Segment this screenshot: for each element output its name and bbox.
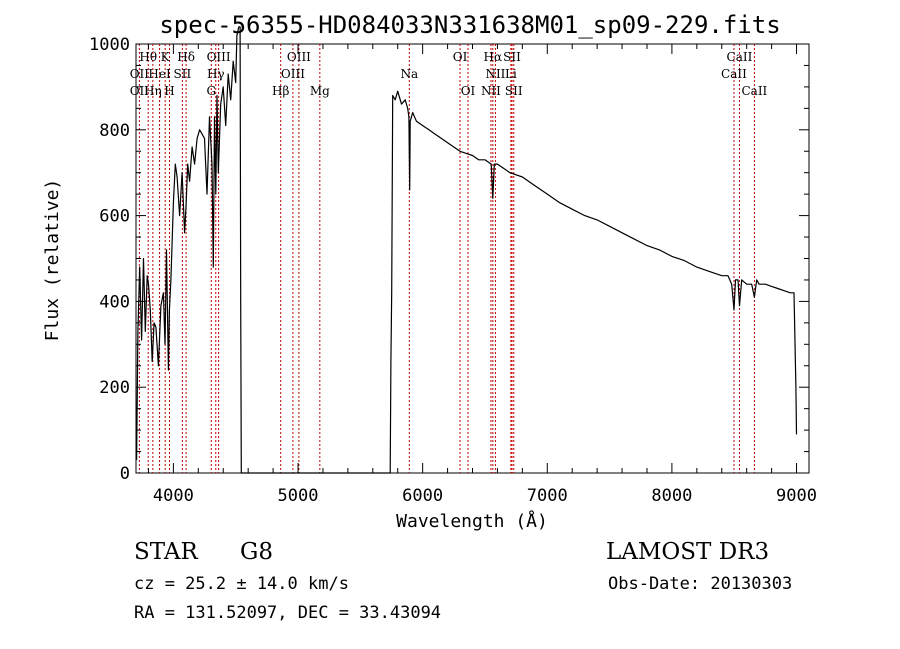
spectral-line-label: Hα xyxy=(484,50,503,64)
object-class: STAR xyxy=(134,539,198,565)
spectral-line-label: Hη xyxy=(144,84,162,98)
spectral-line-label: OI xyxy=(461,84,476,98)
spectral-line-label: SII xyxy=(503,50,521,64)
y-tick-label: 0 xyxy=(120,464,130,484)
y-tick-label: 600 xyxy=(99,207,130,227)
spectral-line-label: OII xyxy=(130,84,150,98)
y-tick-label: 200 xyxy=(99,378,130,398)
x-tick-label: 6000 xyxy=(402,486,443,506)
spectral-line-label: NII xyxy=(481,84,501,98)
ra-dec: RA = 131.52097, DEC = 33.43094 xyxy=(134,603,442,623)
spectral-line-label: CaII xyxy=(727,50,753,64)
x-tick-label: 5000 xyxy=(278,486,319,506)
y-tick-label: 1000 xyxy=(89,35,130,55)
spectral-line-label: SII xyxy=(174,67,192,81)
x-tick-label: 8000 xyxy=(651,486,692,506)
spectral-line-label: Hγ xyxy=(207,67,225,81)
spectral-line-label: OIII xyxy=(207,50,231,64)
spectral-line-label: HeI xyxy=(148,67,171,81)
spectral-line-label: G xyxy=(206,84,216,98)
survey-name: LAMOST DR3 xyxy=(606,539,770,565)
spectral-line-markers xyxy=(138,44,755,473)
spectral-line-label: Mg xyxy=(310,84,330,98)
redshift-cz: cz = 25.2 ± 14.0 km/s xyxy=(134,574,349,594)
spectral-line-label: OI xyxy=(453,50,468,64)
spectral-line-label: Hθ xyxy=(139,50,157,64)
series-group xyxy=(136,26,798,474)
obs-date: Obs-Date: 20130303 xyxy=(608,574,793,594)
spectral-line-label: OIII xyxy=(287,50,311,64)
spectral-line-label: Na xyxy=(400,67,418,81)
x-tick-label: 4000 xyxy=(153,486,194,506)
y-tick-label: 800 xyxy=(99,121,130,141)
spectral-line-label: Hδ xyxy=(177,50,195,64)
axis-ticks: 4000 5000 6000 7000 8000 9000 0 200 400 600 800 100… xyxy=(89,35,817,506)
y-axis-label: Flux (relative) xyxy=(42,179,63,342)
x-axis-label: Wavelength (Å) xyxy=(396,510,548,532)
x-tick-label: 9000 xyxy=(776,486,817,506)
spectral-line-label: OIII xyxy=(281,67,305,81)
spectral-line-label: Li xyxy=(505,67,517,81)
y-tick-label: 400 xyxy=(99,292,130,312)
spectral-line-label: NII xyxy=(485,67,505,81)
x-tick-label: 7000 xyxy=(527,486,568,506)
spectral-line-label: K xyxy=(161,50,171,64)
spectral-line-label: OII xyxy=(130,67,150,81)
spectral-line-label: CaII xyxy=(741,84,767,98)
spectral-line-label: SII xyxy=(505,84,523,98)
spectral-line-label: CaII xyxy=(721,67,747,81)
plot-frame xyxy=(135,43,810,474)
spectrum-line xyxy=(136,26,798,474)
spectral-line-label: Hβ xyxy=(272,84,289,98)
chart-title: spec-56355-HD084033N331638M01_sp09-229.f… xyxy=(159,11,780,39)
spectral-line-label: H xyxy=(164,84,174,98)
object-subclass: G8 xyxy=(240,539,274,565)
